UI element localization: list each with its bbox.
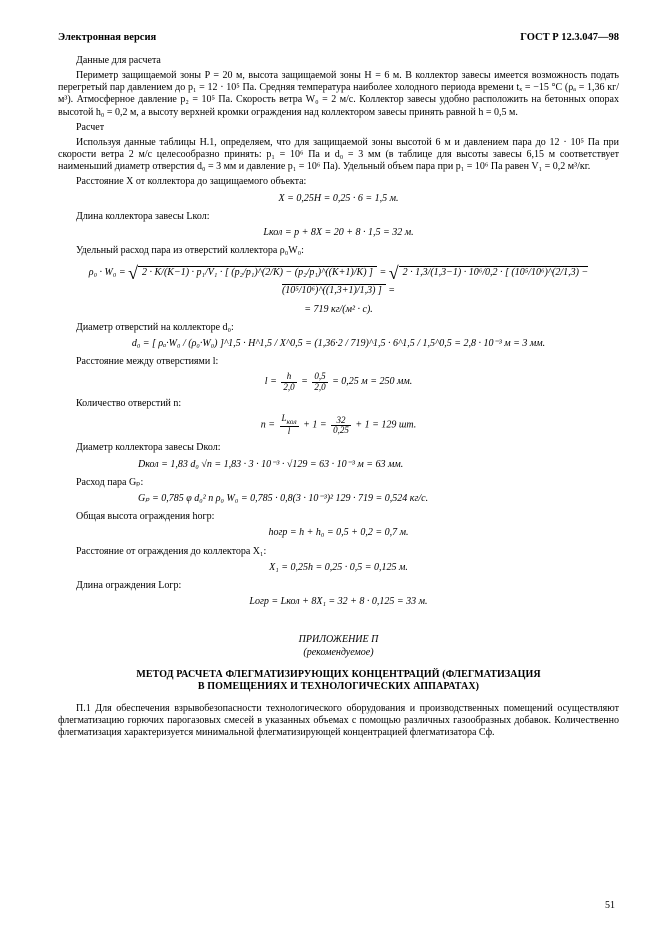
appendix-title-line1: МЕТОД РАСЧЕТА ФЛЕГМАТИЗИРУЮЩИХ КОНЦЕНТРА… bbox=[136, 669, 540, 680]
formula-x: X = 0,25H = 0,25 · 6 = 1,5 м. bbox=[58, 193, 619, 205]
appendix-title: МЕТОД РАСЧЕТА ФЛЕГМАТИЗИРУЮЩИХ КОНЦЕНТРА… bbox=[58, 669, 619, 693]
section-heading-calc: Расчет bbox=[58, 122, 619, 134]
appendix-name: ПРИЛОЖЕНИЕ П bbox=[299, 634, 379, 645]
label-n: Количество отверстий n: bbox=[58, 398, 619, 410]
label-hogr: Общая высота ограждения hогр: bbox=[58, 511, 619, 523]
radical-icon: √ bbox=[128, 263, 138, 283]
formula-n: n = Lколl + 1 = 320,25 + 1 = 129 шт. bbox=[58, 414, 619, 436]
label-dkol: Диаметр коллектора завесы Dкол: bbox=[58, 442, 619, 454]
label-x: Расстояние X от коллектора до защищаемог… bbox=[58, 176, 619, 188]
header-left: Электронная версия bbox=[58, 32, 156, 45]
formula-logr: Lогр = Lкол + 8X₁ = 32 + 8 · 0,125 = 33 … bbox=[58, 596, 619, 608]
label-l: Расстояние между отверстиями l: bbox=[58, 356, 619, 368]
page-header: Электронная версия ГОСТ Р 12.3.047—98 bbox=[58, 32, 619, 45]
formula-gn: Gₚ = 0,785 φ d₀² n ρ₀ W₀ = 0,785 · 0,8(3… bbox=[58, 493, 619, 505]
appendix-p1: П.1 Для обеспечения взрывобезопасности т… bbox=[58, 703, 619, 740]
radical-icon: √ bbox=[389, 263, 399, 283]
appendix-title-line2: В ПОМЕЩЕНИЯХ И ТЕХНОЛОГИЧЕСКИХ АППАРАТАХ… bbox=[198, 681, 479, 692]
formula-l: l = h2,0 = 0,52,0 = 0,25 м = 250 мм. bbox=[58, 372, 619, 392]
formula-rho-lhs: ρ₀ · W₀ = bbox=[89, 267, 128, 278]
label-lkol: Длина коллектора завесы Lкол: bbox=[58, 211, 619, 223]
formula-rho-result: = 719 кг/(м² · с). bbox=[58, 304, 619, 316]
label-rho0w0: Удельный расход пара из отверстий коллек… bbox=[58, 245, 619, 257]
formula-x1: X₁ = 0,25h = 0,25 · 0,5 = 0,125 м. bbox=[58, 562, 619, 574]
formula-hogr: hогр = h + h₀ = 0,5 + 0,2 = 0,7 м. bbox=[58, 527, 619, 539]
formula-root-1: 2 · K/(K−1) · p₁/V₁ · [ (p₂/p₁)^(2/K) − … bbox=[138, 266, 377, 278]
calc-intro: Используя данные таблицы Н.1, определяем… bbox=[58, 137, 619, 174]
given-data-paragraph: Периметр защищаемой зоны P = 20 м, высот… bbox=[58, 70, 619, 119]
appendix-status: (рекомендуемое) bbox=[303, 647, 373, 658]
label-logr: Длина ограждения Lогр: bbox=[58, 580, 619, 592]
formula-eq-1: = bbox=[379, 267, 388, 278]
document-page: Электронная версия ГОСТ Р 12.3.047—98 Да… bbox=[0, 0, 661, 936]
label-d0: Диаметр отверстий на коллекторе d₀: bbox=[58, 322, 619, 334]
header-right: ГОСТ Р 12.3.047—98 bbox=[520, 32, 619, 45]
label-x1: Расстояние от ограждения до коллектора X… bbox=[58, 546, 619, 558]
formula-dkol: Dкол = 1,83 d₀ √n = 1,83 · 3 · 10⁻³ · √1… bbox=[58, 459, 619, 471]
formula-rho0w0: ρ₀ · W₀ = √2 · K/(K−1) · p₁/V₁ · [ (p₂/p… bbox=[58, 263, 619, 297]
formula-d0: d₀ = [ ρₐ·W₀ / (ρ₀·W₀) ]^1,5 · H^1,5 / X… bbox=[58, 338, 619, 350]
section-heading-data: Данные для расчета bbox=[58, 55, 619, 67]
formula-lkol: Lкол = p + 8X = 20 + 8 · 1,5 = 32 м. bbox=[58, 227, 619, 239]
label-gn: Расход пара Gₚ: bbox=[58, 477, 619, 489]
appendix-label: ПРИЛОЖЕНИЕ П (рекомендуемое) bbox=[58, 634, 619, 658]
page-number: 51 bbox=[605, 900, 615, 912]
